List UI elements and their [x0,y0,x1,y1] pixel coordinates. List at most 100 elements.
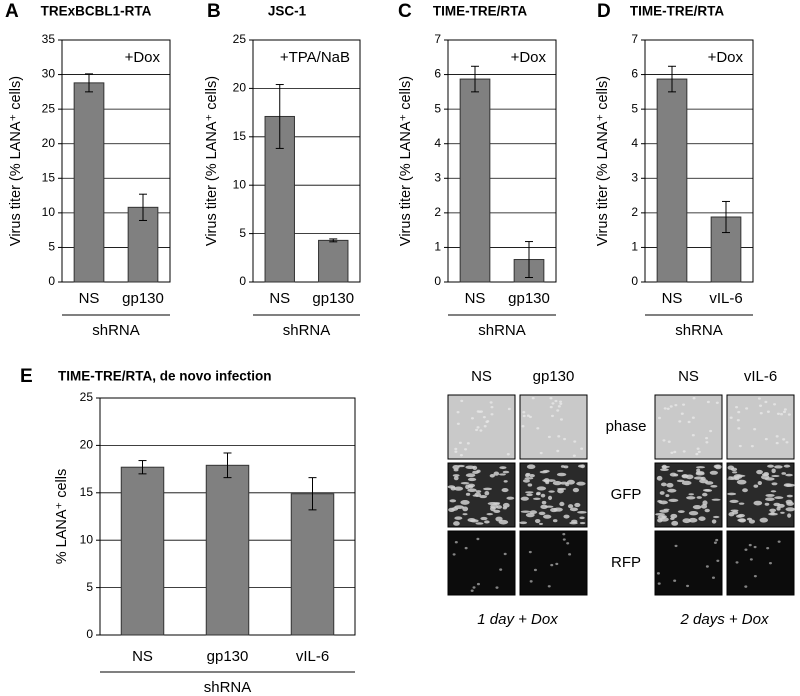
cell-spot [573,440,577,443]
cell-spot [502,506,507,510]
column-label: vIL-6 [744,368,777,385]
cell-spot [456,422,460,425]
chart-title: TRExBCBL1-RTA [41,4,152,19]
cell-spot [785,473,793,477]
y-tick-label: 15 [80,485,94,499]
cell-spot [490,405,494,409]
micrograph [519,530,588,596]
cell-spot [769,508,777,513]
row-label: phase [606,418,647,435]
y-tick-label: 20 [80,438,94,452]
y-tick-label: 25 [42,101,56,115]
column-label: NS [678,368,699,385]
cell-spot [522,414,526,418]
bar [73,82,105,283]
cell-spot [527,483,533,487]
cell-spot [730,509,739,512]
cell-spot [553,507,563,512]
y-tick-label: 35 [42,32,56,46]
cell-spot [559,481,569,485]
cell-spot [490,413,494,416]
cell-spot [688,517,698,523]
panel-label: B [207,1,221,22]
cell-spot [562,538,566,541]
cell-spot [547,495,553,501]
cell-spot [526,464,536,470]
error-bar [329,238,338,243]
cell-spot [559,418,563,421]
y-tick-label: 0 [239,274,246,288]
cell-spot [566,542,570,545]
cell-spot [750,444,754,448]
cell-spot [470,589,474,592]
x-tick-label: gp130 [207,648,249,665]
y-tick-label: 0 [434,274,441,288]
chart-panel: B JSC-1 Virus titer (% LANA⁺ cells) 0 5 10 15 2… [204,1,361,339]
cell-spot [557,405,561,408]
cell-spot [696,468,701,473]
cell-spot [736,419,740,422]
cell-spot [759,517,768,523]
cell-spot [766,410,770,413]
cell-spot [705,441,709,444]
panel-label: D [597,1,611,22]
cell-spot [479,429,483,432]
cell-spot [493,509,501,514]
y-tick-label: 4 [631,136,638,150]
bar [318,239,349,283]
x-axis-label: shRNA [92,322,140,339]
y-tick-label: 15 [42,170,56,184]
y-tick-label: 2 [434,205,441,219]
cell-spot [673,450,677,454]
x-axis-label: shRNA [675,322,723,339]
cell-spot [768,561,772,565]
cell-spot [785,441,789,444]
chart-panel: A TRExBCBL1-RTA Virus titer (% LANA⁺ cells… [5,1,171,339]
cell-spot [464,448,468,451]
cell-spot [735,405,739,409]
y-tick-label: 1 [434,240,441,254]
cell-spot [454,541,458,544]
cell-spot [696,496,702,499]
cell-spot [538,522,544,525]
cell-spot [551,402,555,405]
error-bar [525,241,533,279]
cell-spot [737,410,741,414]
cell-spot [699,479,708,484]
error-bar [138,460,147,475]
cell-spot [711,498,721,501]
cell-spot [698,516,706,521]
cell-spot [534,518,541,524]
cell-spot [571,519,578,524]
cell-spot [550,563,554,567]
cell-spot [665,494,670,498]
y-axis-label: Virus titer (% LANA⁺ cells) [398,76,414,246]
cell-spot [566,479,575,485]
cell-spot [676,469,684,472]
y-tick-label: 20 [42,136,56,150]
cell-spot [495,516,503,522]
error-bar [275,84,284,149]
cell-spot [470,417,474,420]
y-tick-label: 3 [434,170,441,184]
cell-spot [655,513,665,516]
cell-spot [550,414,554,418]
cell-spot [742,488,748,493]
cell-spot [472,494,479,497]
cell-spot [559,501,565,507]
cell-spot [704,489,713,492]
cell-spot [569,507,579,512]
cell-spot [549,397,553,400]
y-tick-label: 7 [434,32,441,46]
cell-spot [556,472,567,477]
cell-spot [521,425,525,428]
cell-spot [503,552,507,556]
cell-spot [533,568,537,572]
cell-spot [715,538,719,542]
cell-spot [557,487,567,491]
cell-spot [657,518,663,523]
cell-spot [692,504,702,510]
cell-spot [449,499,457,503]
cell-spot [574,502,581,508]
x-axis-label: shRNA [283,322,331,339]
